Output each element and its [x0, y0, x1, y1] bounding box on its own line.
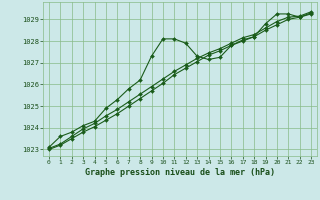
- X-axis label: Graphe pression niveau de la mer (hPa): Graphe pression niveau de la mer (hPa): [85, 168, 275, 177]
